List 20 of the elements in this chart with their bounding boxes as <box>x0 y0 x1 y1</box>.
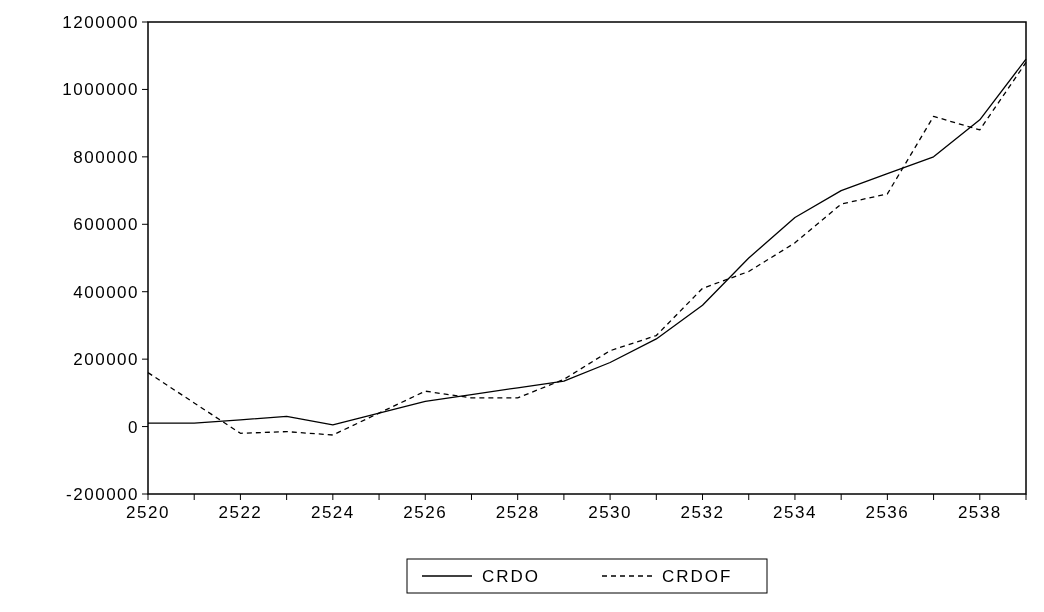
y-tick-label: -200000 <box>66 484 139 504</box>
x-tick-label: 2528 <box>495 503 540 522</box>
x-tick-label: 2526 <box>403 503 448 522</box>
x-tick-label: 2534 <box>773 503 817 522</box>
y-tick-label: 200000 <box>73 350 139 370</box>
x-tick-label: 2532 <box>680 503 725 522</box>
y-tick-label: 400000 <box>73 282 139 302</box>
x-tick-label: 2524 <box>310 503 355 522</box>
x-tick-label: 2530 <box>588 503 633 522</box>
x-tick-label: 2538 <box>957 503 1002 522</box>
x-tick-label: 2522 <box>218 503 263 522</box>
y-tick-label: 600000 <box>73 215 139 235</box>
y-tick-label: 1000000 <box>62 80 139 100</box>
legend-label: CRDO <box>482 566 541 586</box>
y-tick-label: 800000 <box>73 147 139 167</box>
x-tick-label: 2536 <box>865 503 910 522</box>
y-tick-label: 1200000 <box>62 12 139 32</box>
y-tick-label: 0 <box>128 417 139 437</box>
x-tick-label: 2520 <box>126 503 170 522</box>
legend-label: CRDOF <box>662 566 733 586</box>
